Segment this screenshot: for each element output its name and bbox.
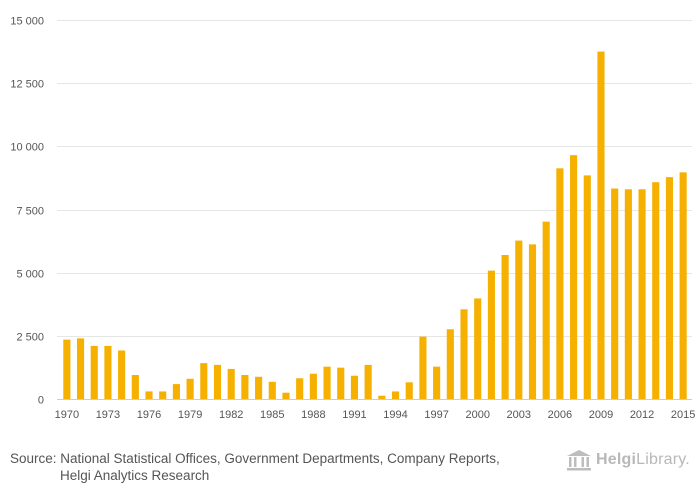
- bar-1998: [446, 329, 454, 399]
- bar-1992: [364, 364, 372, 399]
- y-tick-label: 15 000: [10, 16, 44, 28]
- bar-1999: [460, 309, 468, 399]
- bar-1979: [186, 378, 194, 399]
- bar-2005: [542, 221, 550, 399]
- gridlines: [57, 20, 692, 337]
- y-tick-label: 10 000: [10, 142, 44, 154]
- library-building-icon: [567, 450, 591, 471]
- x-tick-label: 2009: [589, 409, 613, 421]
- x-tick-label: 2006: [548, 409, 572, 421]
- bar-2007: [570, 155, 578, 399]
- y-tick-label: 2 500: [16, 332, 44, 344]
- y-tick-label: 5 000: [16, 269, 44, 281]
- bar-1983: [241, 375, 249, 399]
- x-axis-tick-labels: 1970 1973 1976 1979 1982 1985 1988 1991 1994 1997…: [55, 409, 696, 421]
- x-tick-label: 1994: [383, 409, 407, 421]
- bar-1995: [405, 382, 413, 399]
- bar-2015: [679, 172, 687, 399]
- bar-1972: [90, 345, 98, 399]
- x-tick-label: 1979: [178, 409, 202, 421]
- source-note: Source: National Statistical Offices, Go…: [10, 450, 550, 484]
- bar-2012: [638, 189, 646, 399]
- source-line-1: Source: National Statistical Offices, Go…: [10, 451, 500, 466]
- bar-1996: [419, 336, 427, 399]
- bar-1970: [63, 339, 71, 399]
- bar-1993: [378, 395, 386, 399]
- x-tick-label: 1991: [342, 409, 366, 421]
- bar-2008: [583, 175, 591, 399]
- x-tick-label: 1988: [301, 409, 325, 421]
- brand-name-rest: Library.: [636, 451, 690, 468]
- bar-1991: [350, 375, 359, 399]
- bar-1973: [104, 345, 112, 399]
- bar-2000: [474, 298, 482, 399]
- helgi-library-logo: HelgiLibrary.: [566, 448, 690, 472]
- x-tick-label: 1982: [219, 409, 243, 421]
- bar-1986: [282, 392, 290, 399]
- x-tick-label: 2015: [671, 409, 695, 421]
- bar-1990: [337, 367, 345, 399]
- bar-1971: [76, 338, 85, 399]
- bar-1988: [309, 373, 317, 399]
- x-tick-label: 1976: [137, 409, 161, 421]
- bar-2001: [487, 270, 495, 399]
- y-tick-label: 12 500: [10, 79, 44, 91]
- bar-1985: [268, 381, 276, 399]
- x-tick-label: 2003: [507, 409, 531, 421]
- x-tick-label: 1997: [424, 409, 448, 421]
- bar-1982: [227, 368, 235, 399]
- bar-2006: [556, 168, 564, 399]
- bar-1980: [200, 363, 208, 399]
- brand-name: HelgiLibrary.: [596, 451, 690, 469]
- y-tick-label: 7 500: [16, 206, 44, 218]
- bar-1974: [118, 350, 126, 399]
- x-tick-label: 1970: [55, 409, 79, 421]
- bar-2010: [611, 188, 619, 399]
- bar-1975: [131, 375, 139, 399]
- x-tick-label: 1973: [96, 409, 120, 421]
- bar-1984: [255, 376, 263, 399]
- bar-2013: [652, 182, 660, 399]
- bar-1997: [433, 366, 441, 399]
- bar-2002: [501, 254, 509, 399]
- bar-1976: [145, 391, 153, 399]
- source-line-2: Helgi Analytics Research: [60, 468, 210, 483]
- bar-2009: [597, 51, 605, 399]
- bar-2014: [665, 177, 674, 399]
- bar-1978: [172, 384, 180, 399]
- bar-series: [63, 51, 687, 399]
- bar-2003: [515, 240, 523, 399]
- bar-2004: [528, 244, 537, 399]
- bar-1977: [159, 391, 167, 399]
- bar-1994: [391, 391, 400, 399]
- x-tick-label: 2012: [630, 409, 654, 421]
- y-axis-tick-labels: 0 2 500 5 000 7 500 10 000 12 500 15 000: [10, 16, 44, 407]
- bar-1987: [296, 378, 304, 399]
- x-tick-label: 1985: [260, 409, 284, 421]
- y-tick-label: 0: [38, 395, 44, 407]
- bar-1989: [323, 366, 331, 399]
- bar-2011: [624, 189, 632, 399]
- brand-name-bold: Helgi: [596, 451, 637, 468]
- bar-1981: [213, 364, 222, 399]
- x-tick-label: 2000: [465, 409, 489, 421]
